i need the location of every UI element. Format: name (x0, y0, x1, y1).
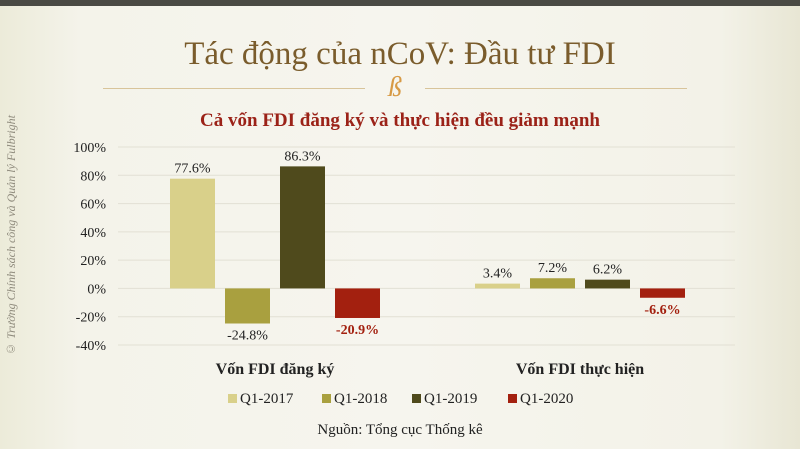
bar (640, 288, 685, 298)
data-label: 3.4% (483, 267, 513, 282)
y-tick-label: 20% (80, 254, 106, 269)
category-label: Vốn FDI thực hiện (516, 361, 644, 378)
legend-swatch (228, 394, 237, 403)
legend-label: Q1-2017 (240, 391, 294, 407)
data-label: -6.6% (644, 303, 680, 318)
chart-title: Cả vốn FDI đăng ký và thực hiện đều giảm… (200, 110, 600, 131)
ornament-icon: ß (388, 72, 402, 103)
data-label: 7.2% (538, 261, 568, 276)
source-note: Nguồn: Tổng cục Thống kê (317, 422, 483, 438)
bar (280, 166, 325, 289)
legend-swatch (412, 394, 421, 403)
y-tick-label: 0% (87, 282, 106, 297)
bar (225, 288, 270, 324)
category-label: Vốn FDI đăng ký (216, 361, 335, 378)
bar (170, 178, 215, 289)
data-label: 77.6% (174, 162, 211, 177)
data-label: 6.2% (593, 263, 623, 278)
divider-right (425, 88, 687, 89)
y-tick-label: -40% (76, 339, 107, 354)
slide: Tác động của nCoV: Đầu tư FDI ß Cả vốn F… (0, 6, 800, 449)
data-label: -24.8% (227, 329, 268, 344)
legend-label: Q1-2019 (424, 391, 477, 407)
bar (475, 283, 520, 289)
legend-label: Q1-2018 (334, 391, 387, 407)
y-tick-label: 60% (80, 198, 106, 213)
legend-swatch (508, 394, 517, 403)
legend-swatch (322, 394, 331, 403)
y-tick-label: 40% (80, 226, 106, 241)
legend-label: Q1-2020 (520, 391, 573, 407)
y-tick-label: 100% (73, 141, 106, 156)
slide-title: Tác động của nCoV: Đầu tư FDI (184, 36, 616, 72)
bar (335, 288, 380, 318)
y-tick-label: 80% (80, 169, 106, 184)
bar (585, 279, 630, 289)
bar (530, 278, 575, 289)
divider-left (103, 88, 365, 89)
data-label: -20.9% (336, 323, 379, 338)
data-label: 86.3% (284, 149, 321, 164)
y-tick-label: -20% (76, 311, 107, 326)
